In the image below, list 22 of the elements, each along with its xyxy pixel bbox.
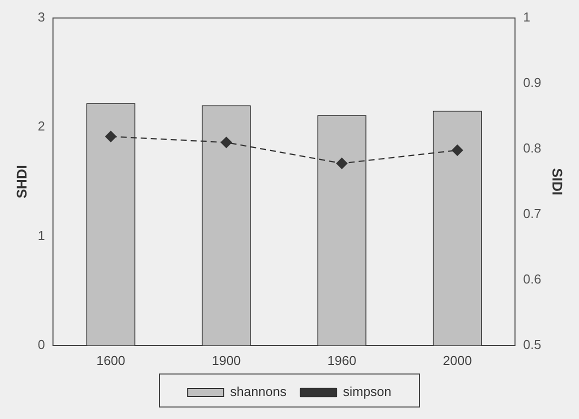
y2-tick-label: 0.9 (523, 75, 542, 90)
x-tick-label: 1960 (327, 352, 356, 368)
point (105, 130, 116, 142)
y-tick-label: 1 (38, 228, 46, 243)
y2-tick-label: 0.5 (523, 336, 542, 352)
y2-tick-label: 1 (523, 10, 530, 25)
y-tick-label: 0 (38, 336, 46, 352)
point (220, 136, 232, 148)
point (452, 144, 463, 156)
y-axis-title: SHDI (13, 164, 30, 198)
y2-tick-label: 0.7 (523, 206, 542, 222)
point (336, 158, 348, 169)
legend-label: shannons (230, 384, 287, 400)
y2-tick-label: 0.8 (523, 140, 542, 156)
x-tick-label: 2000 (442, 352, 472, 368)
x-tick-label: 1600 (96, 352, 126, 368)
legend-label: simpson (342, 384, 392, 400)
y2-tick-label: 0.6 (523, 272, 542, 286)
x-tick-label: 1900 (212, 352, 241, 368)
y-tick-label: 3 (38, 10, 46, 25)
y-tick-label: 2 (38, 118, 46, 134)
y2-axis-title: SIDI (550, 168, 566, 196)
